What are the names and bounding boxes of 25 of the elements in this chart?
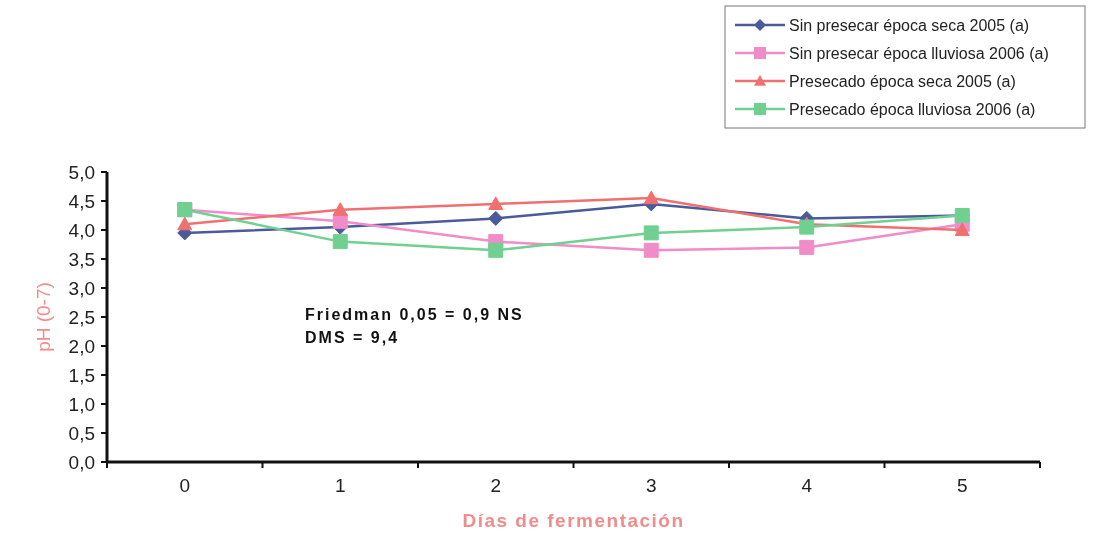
y-tick-label: 3,0 bbox=[68, 277, 95, 299]
x-axis-title: Días de fermentación bbox=[462, 510, 685, 531]
legend-label: Presecado época lluviosa 2006 (a) bbox=[789, 100, 1036, 118]
legend-label: Sin presecar época seca 2005 (a) bbox=[789, 16, 1030, 34]
y-tick-label: 4,5 bbox=[68, 190, 95, 212]
x-tick-label: 4 bbox=[801, 475, 813, 496]
y-axis-title: pH (0-7) bbox=[33, 282, 54, 352]
y-tick-label: 0,5 bbox=[68, 422, 95, 444]
x-tick-label: 3 bbox=[645, 475, 657, 496]
y-tick-label: 1,0 bbox=[68, 393, 95, 415]
legend-label: Sin presecar época lluviosa 2006 (a) bbox=[789, 44, 1049, 62]
y-tick-label: 1,5 bbox=[68, 364, 95, 386]
y-tick-label: 2,5 bbox=[68, 306, 95, 328]
y-tick-label: 4,0 bbox=[68, 219, 95, 241]
annotation: Friedman 0,05 = 0,9 NS bbox=[305, 306, 524, 323]
x-tick-label: 1 bbox=[334, 475, 346, 496]
y-tick-label: 0,0 bbox=[68, 451, 95, 473]
legend-label: Presecado época seca 2005 (a) bbox=[789, 72, 1016, 90]
y-tick-label: 2,0 bbox=[68, 335, 95, 357]
x-tick-label: 0 bbox=[179, 475, 191, 496]
x-tick-label: 5 bbox=[956, 475, 968, 496]
y-tick-label: 3,5 bbox=[68, 248, 95, 270]
annotation: DMS = 9,4 bbox=[305, 329, 400, 346]
x-tick-label: 2 bbox=[490, 475, 502, 496]
y-tick-label: 5,0 bbox=[68, 161, 95, 183]
